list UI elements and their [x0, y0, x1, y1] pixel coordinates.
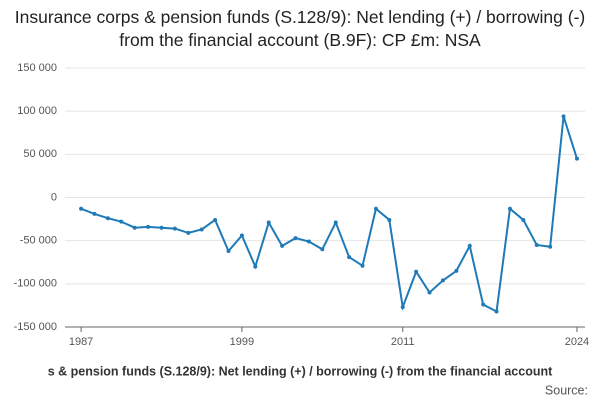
y-tick-label: -100 000 [14, 278, 57, 290]
point [119, 219, 124, 224]
point [146, 224, 151, 229]
caption: s & pension funds (S.128/9): Net lending… [48, 364, 553, 378]
point [266, 220, 271, 225]
line [80, 116, 578, 314]
point [172, 226, 177, 231]
point [481, 302, 486, 307]
point [467, 243, 472, 248]
point [548, 244, 553, 249]
point [400, 305, 405, 310]
point [414, 269, 419, 274]
point [360, 263, 365, 268]
point [574, 156, 579, 161]
point [105, 216, 110, 221]
chart-title: Insurance corps & pension funds (S.128/9… [14, 7, 586, 50]
x-tick-label: 1987 [69, 336, 93, 348]
y-tick-label: 100 000 [17, 105, 57, 117]
y-tick-label: 150 000 [17, 62, 57, 74]
point [507, 206, 512, 211]
point [186, 230, 191, 235]
point [454, 268, 459, 273]
point [159, 225, 164, 230]
point [347, 255, 352, 260]
point [561, 114, 566, 119]
point [280, 243, 285, 248]
point [387, 217, 392, 222]
point [226, 249, 231, 254]
y-tick-label: -150 000 [14, 321, 57, 333]
point [92, 211, 97, 216]
x-tick-label: 1999 [230, 336, 254, 348]
point [427, 290, 432, 295]
y-tick-label: 50 000 [23, 148, 57, 160]
point [440, 278, 445, 283]
point [213, 217, 218, 222]
point [333, 220, 338, 225]
point [320, 247, 325, 252]
point [253, 264, 258, 269]
x-tick-label: 2011 [391, 336, 415, 348]
point [494, 309, 499, 314]
point [293, 236, 298, 241]
source: Source: [545, 383, 588, 397]
y-tick-label: 0 [51, 191, 57, 203]
point [79, 206, 84, 211]
point [521, 217, 526, 222]
point [199, 227, 204, 232]
y-tick-label: -50 000 [20, 235, 57, 247]
point [132, 225, 137, 230]
point [534, 242, 539, 247]
point [373, 206, 378, 211]
point [306, 239, 311, 244]
x-tick-label: 2024 [565, 336, 589, 348]
point [239, 233, 244, 238]
